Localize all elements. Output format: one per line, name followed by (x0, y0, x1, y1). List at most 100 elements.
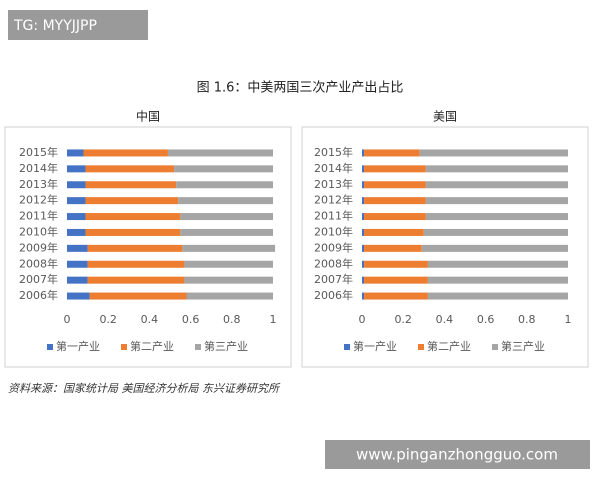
bar-segment (364, 244, 422, 252)
bar-segment (178, 197, 273, 205)
y-tick-label: 2009年 (314, 240, 353, 254)
bar-segment (87, 260, 185, 268)
y-tick-label: 2012年 (314, 193, 353, 207)
x-tick-label: 0.8 (518, 313, 536, 326)
panel-title: 中国 (136, 109, 160, 124)
legend-label: 第一产业 (56, 339, 100, 353)
bar-segment (364, 165, 426, 173)
bar-segment (427, 292, 568, 300)
bar-segment (419, 149, 568, 157)
bar-segment (67, 228, 86, 236)
y-tick-label: 2007年 (314, 272, 353, 286)
panel-title: 美国 (433, 110, 457, 124)
bar-segment (427, 260, 568, 268)
bar-segment (362, 213, 365, 221)
y-tick-label: 2013年 (314, 177, 353, 191)
y-tick-label: 2013年 (19, 177, 58, 191)
x-tick-label: 0.2 (99, 313, 117, 326)
bar-segment (362, 228, 365, 236)
bar-segment (85, 165, 175, 173)
watermark: TG: MYYJJPP (13, 18, 97, 34)
legend-swatch (418, 344, 424, 350)
bar-segment (186, 292, 273, 300)
x-tick-label: 0.6 (477, 313, 495, 326)
bar-segment (421, 244, 568, 252)
bar-segment (423, 228, 568, 236)
bar-segment (364, 276, 428, 284)
bar-segment (174, 165, 273, 173)
bar-segment (425, 197, 568, 205)
y-tick-label: 2009年 (19, 240, 58, 254)
legend-label: 第三产业 (501, 339, 545, 353)
bar-segment (176, 181, 273, 189)
y-tick-label: 2007年 (19, 272, 58, 286)
bar-segment (67, 244, 88, 252)
legend-swatch (121, 344, 127, 350)
y-tick-label: 2011年 (19, 209, 58, 223)
x-tick-label: 0.8 (223, 313, 241, 326)
bar-segment (182, 244, 276, 252)
bar-segment (180, 228, 273, 236)
bar-segment (67, 260, 88, 268)
bar-segment (362, 149, 365, 157)
x-tick-label: 0 (64, 313, 71, 326)
bar-segment (67, 276, 88, 284)
bar-segment (67, 165, 86, 173)
bar-segment (85, 213, 181, 221)
x-tick-label: 0.6 (182, 313, 200, 326)
bar-segment (362, 292, 365, 300)
bar-segment (364, 213, 426, 221)
bar-segment (362, 197, 365, 205)
bar-segment (67, 181, 86, 189)
website: www.pinganzhongguo.com (356, 446, 558, 464)
y-tick-label: 2011年 (314, 209, 353, 223)
bar-segment (425, 165, 568, 173)
x-tick-label: 0.4 (436, 313, 454, 326)
bar-segment (364, 260, 428, 268)
bar-segment (85, 197, 179, 205)
y-tick-label: 2008年 (19, 256, 58, 270)
y-tick-label: 2015年 (314, 145, 353, 159)
x-tick-label: 1 (565, 313, 572, 326)
bar-segment (167, 149, 273, 157)
bar-segment (85, 181, 177, 189)
legend-swatch (344, 344, 350, 350)
legend-swatch (492, 344, 498, 350)
bar-segment (85, 228, 181, 236)
x-tick-label: 0.4 (141, 313, 159, 326)
bar-segment (67, 197, 86, 205)
bar-segment (180, 213, 273, 221)
bar-segment (89, 292, 187, 300)
panel-border (4, 126, 292, 368)
y-tick-label: 2015年 (19, 145, 58, 159)
figure-title: 图 1.6：中美两国三次产业产出占比 (197, 80, 404, 96)
bar-segment (425, 181, 568, 189)
x-tick-label: 1 (270, 313, 277, 326)
panel-border (301, 126, 589, 368)
bar-segment (67, 292, 90, 300)
bar-segment (184, 260, 273, 268)
legend-label: 第二产业 (427, 339, 471, 353)
bar-segment (364, 181, 426, 189)
y-tick-label: 2006年 (19, 288, 58, 302)
website-box (325, 440, 590, 469)
bar-segment (362, 260, 365, 268)
bar-segment (364, 228, 424, 236)
bar-segment (87, 244, 183, 252)
x-tick-label: 0 (359, 313, 366, 326)
bar-segment (184, 276, 273, 284)
y-tick-label: 2014年 (19, 161, 58, 175)
y-tick-label: 2014年 (314, 161, 353, 175)
bar-segment (427, 276, 568, 284)
bar-segment (425, 213, 568, 221)
y-tick-label: 2010年 (314, 224, 353, 238)
legend-label: 第一产业 (353, 339, 397, 353)
bar-segment (362, 165, 365, 173)
legend-label: 第二产业 (130, 339, 174, 353)
bar-segment (67, 149, 84, 157)
bar-segment (364, 149, 420, 157)
bar-segment (364, 292, 428, 300)
bar-segment (362, 244, 365, 252)
source: 资料来源：国家统计局 美国经济分析局 东兴证券研究所 (8, 382, 281, 395)
